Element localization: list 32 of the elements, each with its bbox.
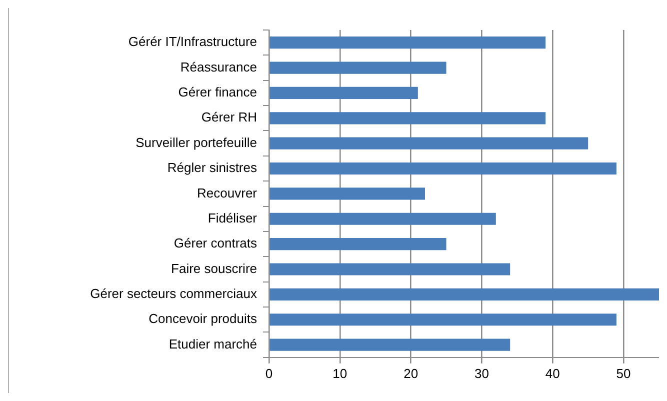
y-tick-label: Gérer finance bbox=[178, 84, 257, 100]
y-tick-label: Réassurance bbox=[180, 59, 257, 74]
bar bbox=[270, 212, 496, 225]
bar bbox=[270, 36, 546, 49]
bar bbox=[270, 112, 546, 124]
x-tick-label: 20 bbox=[404, 366, 418, 381]
bar bbox=[270, 188, 425, 200]
y-tick-label: Surveiller portefeuille bbox=[136, 134, 257, 150]
x-tick-label: 50 bbox=[616, 366, 631, 381]
y-tick-label: Fidéliser bbox=[208, 210, 258, 226]
y-tick-label: Gérér IT/Infrastructure bbox=[128, 34, 257, 50]
y-tick-label: Recouvrer bbox=[197, 185, 258, 200]
y-tick-label: Régler sinistres bbox=[167, 160, 258, 176]
y-tick-label: Concevoir produits bbox=[148, 311, 258, 326]
x-tick-label: 40 bbox=[545, 366, 560, 381]
x-tick-label: 10 bbox=[332, 366, 348, 381]
x-tick-label: 0 bbox=[265, 366, 273, 381]
y-tick-label: Etudier marché bbox=[168, 336, 257, 352]
y-tick-label: Gérer contrats bbox=[174, 236, 258, 251]
bar bbox=[270, 263, 510, 276]
bar bbox=[270, 314, 616, 326]
bar bbox=[270, 238, 446, 250]
x-tick-label: 30 bbox=[474, 366, 489, 381]
bar bbox=[270, 288, 659, 300]
y-tick-label: Gérer RH bbox=[201, 110, 257, 125]
bar bbox=[270, 62, 446, 74]
bar bbox=[270, 162, 616, 175]
bar bbox=[270, 338, 510, 351]
bar bbox=[270, 86, 418, 100]
bar bbox=[270, 137, 588, 150]
y-tick-label: Gérer secteurs commerciaux bbox=[90, 286, 258, 302]
y-tick-label: Faire souscrire bbox=[171, 260, 257, 276]
